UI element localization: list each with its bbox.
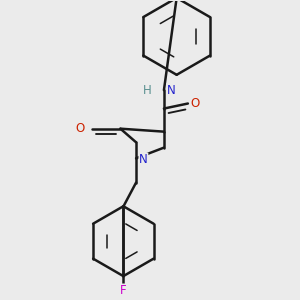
Text: O: O — [191, 97, 200, 110]
Text: H: H — [143, 84, 152, 97]
Text: N: N — [139, 153, 148, 166]
Text: F: F — [120, 284, 127, 297]
Text: N: N — [167, 84, 176, 97]
Text: O: O — [76, 122, 85, 135]
